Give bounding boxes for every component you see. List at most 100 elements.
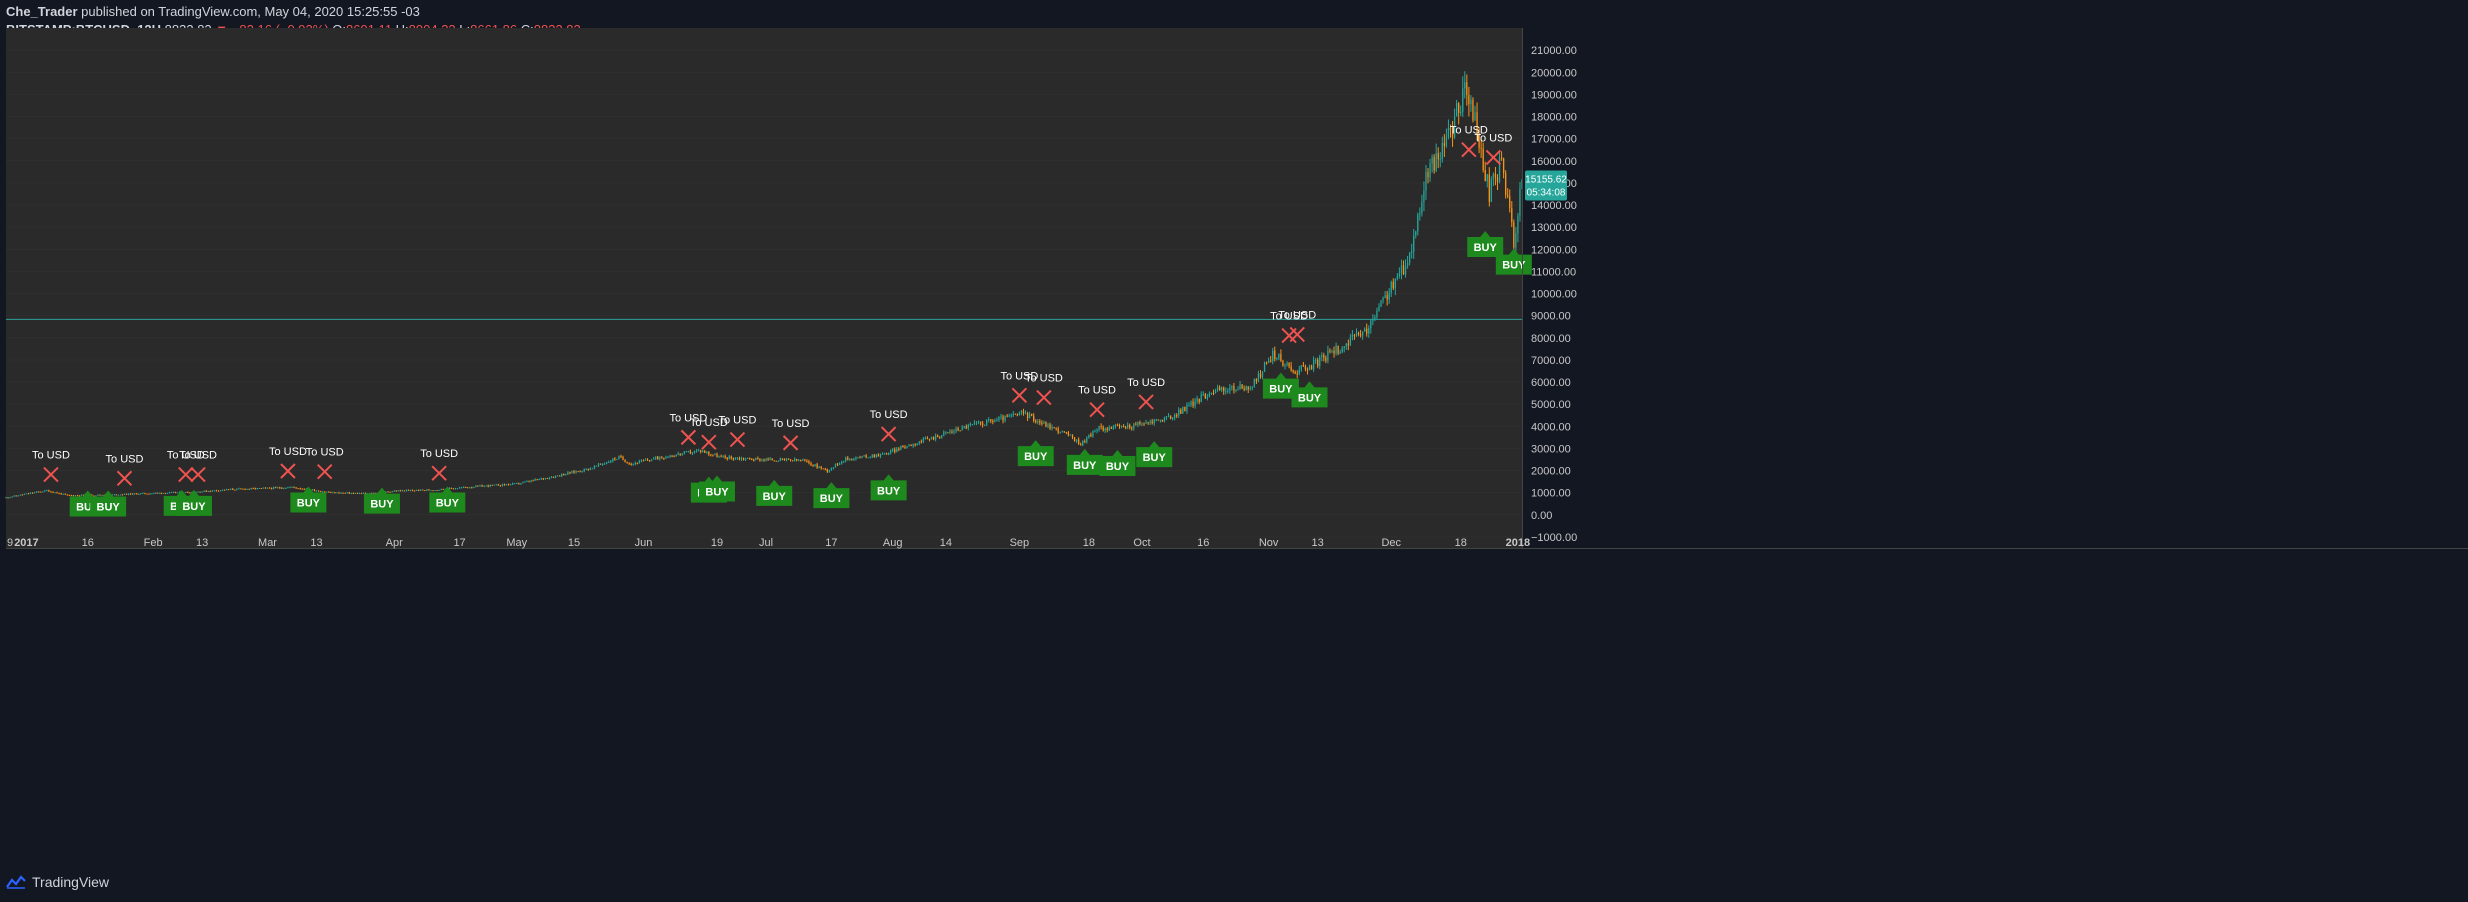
candle [532,479,534,482]
sell-signal[interactable]: To USD [1450,125,1488,158]
candle [1515,227,1517,256]
candle [589,467,591,471]
candle-body [125,493,128,495]
candle-body [1071,434,1074,438]
plot-area[interactable] [6,28,1522,548]
candle [599,463,602,465]
buy-signal[interactable]: BUY [90,490,127,517]
buy-signal[interactable]: BUY [1099,450,1136,477]
buy-signal[interactable]: BUY [1291,381,1328,408]
sell-signal[interactable]: To USD [690,417,728,450]
sell-signal[interactable]: To USD [32,450,70,483]
candle [879,453,882,459]
buy-signal[interactable]: BUY [429,486,466,513]
footer-brand[interactable]: TradingView [6,874,109,890]
buy-signal[interactable]: BUY [290,486,327,513]
candle [1404,259,1407,278]
sell-signal[interactable]: To USD [1474,132,1512,166]
candle-body [424,490,426,492]
candle-body [1319,356,1321,367]
candle [563,473,565,476]
sell-signal[interactable]: To USD [1000,370,1038,404]
candle [514,483,516,485]
buy-signal[interactable]: BUY [1262,372,1299,399]
candle [407,489,410,491]
buy-signal[interactable]: BUY [1017,440,1054,467]
candle-body [275,487,277,489]
candle [810,461,812,467]
sell-signal[interactable]: To USD [1025,373,1063,406]
candle-body [1022,410,1025,414]
buy-signal[interactable]: BUY [1066,448,1103,475]
candle-body [994,420,996,423]
sell-signal[interactable]: To USD [269,446,307,479]
candle-body [95,495,97,497]
sell-signal[interactable]: To USD [772,418,810,451]
candle [356,492,359,495]
candle-body [1507,194,1509,197]
candle-body [1494,173,1497,178]
sell-signal[interactable]: To USD [718,415,756,448]
candle [1104,427,1106,433]
sell-x-icon [116,470,133,487]
candle-body [796,458,798,461]
candle-body [1073,437,1076,441]
sell-signal[interactable]: To USD [179,450,217,483]
candle [994,418,996,423]
candle [1241,384,1243,390]
buy-signal[interactable]: BUY [175,489,212,516]
candle-body [1030,413,1033,416]
sell-signal[interactable]: To USD [1278,309,1316,343]
buy-signal[interactable]: BUY [756,479,793,506]
sell-signal[interactable]: To USD [1078,385,1116,418]
candle-body [303,488,305,490]
buy-signal[interactable]: BUY [699,475,736,502]
candle-body [50,491,52,493]
candle-body [857,457,859,459]
candle-body [11,496,13,498]
sell-signal[interactable]: To USD [1127,377,1165,410]
buy-signal[interactable]: BUY [363,487,400,514]
candle [1329,348,1331,354]
candle-body [955,428,957,432]
candle-body [1184,406,1186,412]
sell-signal[interactable]: To USD [306,447,344,480]
candle-body [115,494,117,496]
candle-body [653,458,655,460]
candle [467,487,469,489]
candle-body [97,494,99,496]
candle [13,495,15,497]
candle [324,491,326,493]
buy-signal[interactable]: BUY [1136,441,1173,468]
sell-signal[interactable]: To USD [167,450,205,483]
candle-body [1041,422,1043,424]
buy-signal[interactable]: BUY [870,474,907,501]
candle [1400,259,1403,280]
candle [890,449,892,455]
sell-signal[interactable]: To USD [106,453,144,487]
buy-signal[interactable]: BUY [813,482,850,509]
candle [236,488,238,491]
candle [716,452,718,458]
candle-body [1092,430,1094,437]
time-tick-label: 2017 [14,537,38,549]
candle-body [785,458,788,461]
time-axis[interactable]: 9 2017 16 Feb 13 Mar 13 Apr 17 May 15 Jun 19 Jul 17 Aug… [7,537,1530,549]
price-axis[interactable]: −1000.000.001000.002000.003000.004000.00… [1531,45,1577,544]
author-name[interactable]: Che_Trader [6,4,78,19]
candle-body [546,477,549,479]
buy-signal[interactable]: BUY [1467,230,1504,257]
candle [851,458,853,461]
candle [266,487,269,489]
candle [947,432,949,434]
sell-signal[interactable]: To USD [420,448,458,481]
candle-body [1000,416,1002,418]
candle [836,462,839,467]
candle [168,491,171,494]
candle [1237,386,1239,391]
candle [1200,391,1202,403]
sell-signal[interactable]: To USD [870,409,908,442]
sell-signal[interactable]: To USD [669,412,707,446]
candle [1306,367,1309,375]
